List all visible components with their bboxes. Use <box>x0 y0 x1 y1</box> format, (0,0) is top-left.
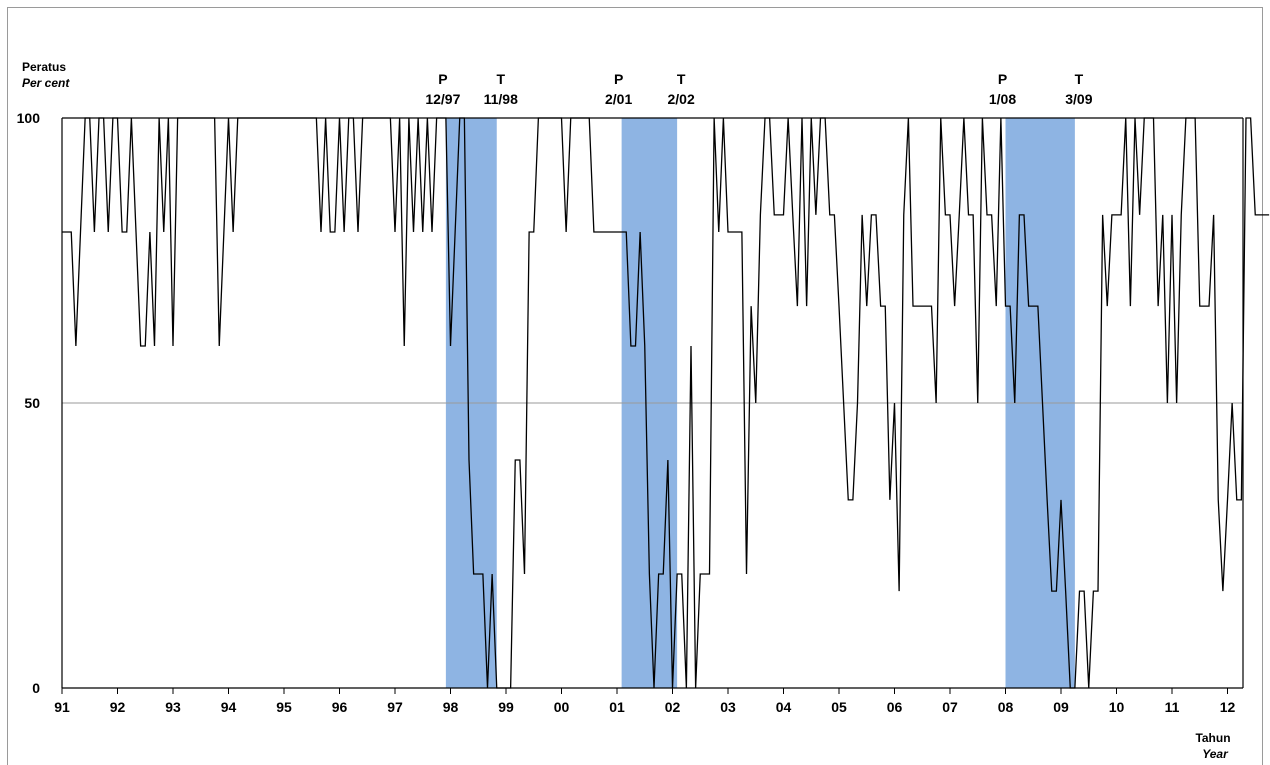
y-tick-label-100: 100 <box>17 110 41 126</box>
x-tick-label-95: 95 <box>276 699 292 715</box>
x-tick-label-11: 11 <box>1165 699 1180 715</box>
peak-date-1: 12/97 <box>425 91 460 107</box>
series-layer <box>62 117 1270 689</box>
y-axis-label: Peratus <box>22 60 66 74</box>
x-tick-label-05: 05 <box>831 699 847 715</box>
x-tick-label-93: 93 <box>165 699 181 715</box>
peak-marker-1: P <box>438 71 447 87</box>
peak-date-2: 2/01 <box>605 91 632 107</box>
trough-marker-3: T <box>1075 71 1084 87</box>
x-tick-label-04: 04 <box>776 699 792 715</box>
trough-marker-2: T <box>677 71 686 87</box>
x-tick-label-01: 01 <box>609 699 625 715</box>
x-tick-label-10: 10 <box>1109 699 1125 715</box>
peak-marker-3: P <box>998 71 1007 87</box>
y-tick-label-50: 50 <box>24 395 40 411</box>
x-tick-label-08: 08 <box>998 699 1014 715</box>
trough-date-3: 3/09 <box>1065 91 1092 107</box>
trough-date-2: 2/02 <box>668 91 695 107</box>
x-tick-label-94: 94 <box>221 699 237 715</box>
x-tick-label-03: 03 <box>720 699 736 715</box>
x-axis-label: Tahun <box>1195 731 1230 745</box>
x-tick-label-02: 02 <box>665 699 681 715</box>
y-axis-label-english: Per cent <box>22 76 70 90</box>
series-line-1 <box>62 117 1270 689</box>
x-tick-label-99: 99 <box>498 699 514 715</box>
peak-date-3: 1/08 <box>989 91 1016 107</box>
x-tick-label-96: 96 <box>332 699 348 715</box>
x-tick-label-98: 98 <box>443 699 459 715</box>
x-tick-label-91: 91 <box>54 699 70 715</box>
x-tick-label-97: 97 <box>387 699 403 715</box>
y-tick-label-0: 0 <box>32 680 40 696</box>
trough-date-1: 11/98 <box>484 91 518 107</box>
trough-marker-1: T <box>496 71 505 87</box>
recession-labels: P 12/97 T 11/98 P 2/01 T 2/02 P 1/08 T 3/09 <box>425 71 1092 107</box>
x-axis-label-english: Year <box>1202 747 1229 761</box>
x-tick-label-92: 92 <box>110 699 126 715</box>
x-tick-label-09: 09 <box>1053 699 1069 715</box>
peak-marker-2: P <box>614 71 623 87</box>
x-tick-label-07: 07 <box>942 699 958 715</box>
x-tick-label-00: 00 <box>554 699 570 715</box>
x-tick-label-06: 06 <box>887 699 903 715</box>
x-tick-label-12: 12 <box>1220 699 1236 715</box>
